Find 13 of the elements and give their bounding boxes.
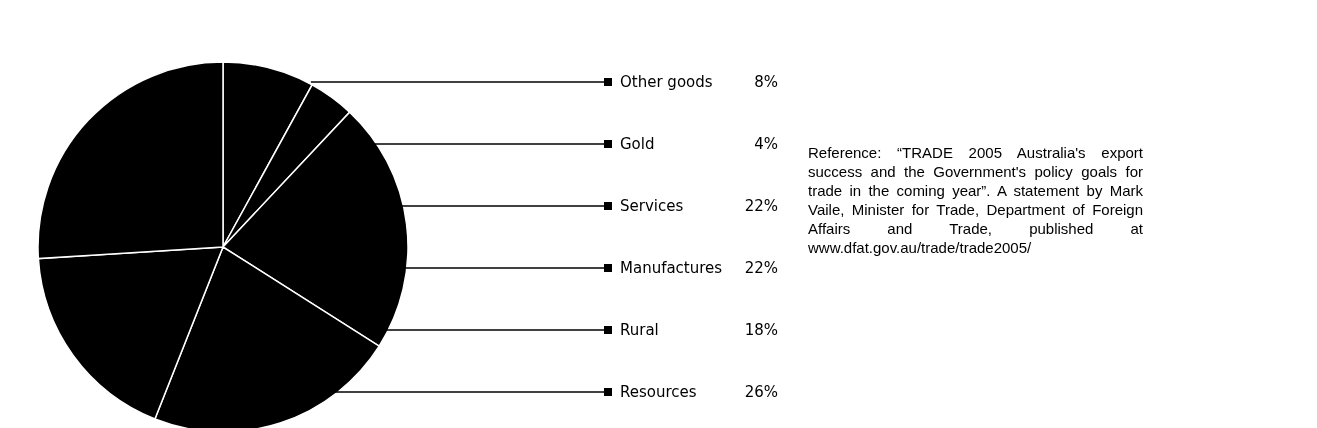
legend-label: Other goods <box>620 73 713 91</box>
legend-label: Services <box>620 197 684 215</box>
data-label: 26% <box>744 383 778 401</box>
data-label: 22% <box>744 197 778 215</box>
legend-label: Resources <box>620 383 697 401</box>
text: Reference: “TRADE 2005 Australia's export success and the Government's policy goals for trade in the coming year”. A statement by Mark Vaile, Minister for Trade, Department of Foreign Affairs and Trade, published at www.dfat.gov.au/trade/trade2005/ <box>808 143 1143 257</box>
legend-label: Rural <box>620 321 659 339</box>
data-label: 4% <box>754 135 778 153</box>
legend-label: Manufactures <box>620 259 723 277</box>
legend-label: Gold <box>620 135 655 153</box>
data-label: 18% <box>744 321 778 339</box>
data-label: 8% <box>754 73 778 91</box>
data-label: 22% <box>744 259 778 277</box>
